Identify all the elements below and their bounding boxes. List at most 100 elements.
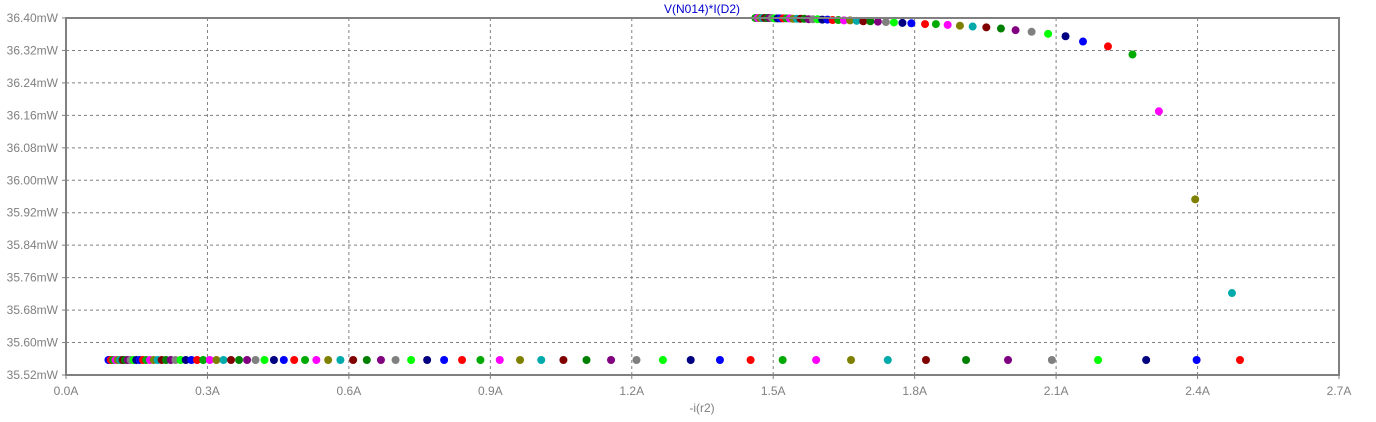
x-tick-label: 0.6A — [337, 384, 362, 398]
y-tick-label: 35.68mW — [7, 303, 59, 317]
x-tick-label: 1.2A — [619, 384, 644, 398]
data-point — [559, 355, 568, 364]
data-point — [859, 17, 868, 26]
data-point — [312, 355, 321, 364]
data-point — [996, 24, 1005, 33]
data-point — [212, 355, 221, 364]
data-point — [219, 355, 228, 364]
plot-frame — [65, 17, 1340, 376]
y-tick-label: 35.84mW — [7, 238, 59, 252]
data-point — [686, 355, 695, 364]
grid-lines — [66, 18, 1339, 375]
data-point — [537, 355, 546, 364]
data-point — [336, 355, 345, 364]
data-point — [582, 355, 591, 364]
data-point — [1227, 289, 1236, 298]
chart-title: V(N014)*I(D2) — [664, 2, 740, 16]
data-point — [746, 355, 755, 364]
data-point — [279, 355, 288, 364]
y-tick-label: 36.32mW — [7, 43, 59, 57]
data-point — [324, 355, 333, 364]
data-point — [243, 355, 252, 364]
x-tick-label: 1.8A — [902, 384, 927, 398]
data-point — [1011, 26, 1020, 35]
data-point — [349, 355, 358, 364]
data-point — [921, 355, 930, 364]
y-tick-label: 35.60mW — [7, 336, 59, 350]
data-point — [883, 355, 892, 364]
data-point — [982, 23, 991, 32]
data-point — [968, 22, 977, 31]
data-point — [943, 20, 952, 29]
data-point — [199, 355, 208, 364]
data-point — [1142, 355, 1151, 364]
data-point — [962, 355, 971, 364]
y-tick-label: 36.08mW — [7, 141, 59, 155]
data-point — [658, 355, 667, 364]
data-point — [1047, 355, 1056, 364]
data-point — [812, 355, 821, 364]
data-point — [1154, 107, 1163, 116]
data-point — [227, 355, 236, 364]
axis-ticks: 0.0A 0.3A 0.6A 0.9A 1.2A 1.5A 1.8A 2.1A 2.4A 2.7A… — [7, 11, 1352, 398]
data-point — [1044, 29, 1053, 38]
data-point — [1004, 355, 1013, 364]
data-point — [1235, 355, 1244, 364]
y-tick-label: 35.92mW — [7, 206, 59, 220]
data-point — [423, 355, 432, 364]
y-tick-label: 36.16mW — [7, 108, 59, 122]
data-point — [898, 18, 907, 27]
y-tick-label: 35.76mW — [7, 271, 59, 285]
data-point — [778, 355, 787, 364]
data-point — [440, 355, 449, 364]
data-point — [907, 19, 916, 28]
x-tick-label: 0.3A — [195, 384, 220, 398]
x-tick-label: 2.4A — [1185, 384, 1210, 398]
data-point — [881, 18, 890, 27]
data-point — [187, 355, 196, 364]
data-point — [889, 18, 898, 27]
y-tick-label: 36.24mW — [7, 76, 59, 90]
data-point — [1061, 32, 1070, 41]
data-points — [104, 14, 1244, 364]
data-point — [921, 20, 930, 29]
data-point — [1027, 27, 1036, 36]
data-point — [495, 355, 504, 364]
data-point — [847, 355, 856, 364]
data-point — [301, 355, 310, 364]
data-point — [607, 355, 616, 364]
x-tick-label: 0.9A — [478, 384, 503, 398]
y-tick-label: 36.00mW — [7, 173, 59, 187]
x-tick-label: 2.1A — [1044, 384, 1069, 398]
data-point — [205, 355, 214, 364]
data-point — [1094, 355, 1103, 364]
data-point — [251, 355, 260, 364]
x-tick-label: 2.7A — [1327, 384, 1352, 398]
data-point — [516, 355, 525, 364]
data-point — [269, 355, 278, 364]
data-point — [362, 355, 371, 364]
x-tick-label: 1.5A — [761, 384, 786, 398]
data-point — [290, 355, 299, 364]
data-point — [1192, 355, 1201, 364]
data-point — [866, 17, 875, 26]
data-point — [458, 355, 467, 364]
data-point — [376, 355, 385, 364]
data-point — [873, 17, 882, 26]
data-point — [931, 20, 940, 29]
data-point — [181, 355, 190, 364]
data-point — [407, 355, 416, 364]
x-tick-label: 0.0A — [54, 384, 79, 398]
data-point — [476, 355, 485, 364]
data-point — [632, 355, 641, 364]
data-point — [391, 355, 400, 364]
data-point — [260, 355, 269, 364]
data-point — [235, 355, 244, 364]
data-point — [1191, 195, 1200, 204]
y-tick-label: 35.52mW — [7, 368, 59, 382]
data-point — [1103, 42, 1112, 51]
data-point — [955, 21, 964, 30]
data-point — [715, 355, 724, 364]
data-point — [1128, 50, 1137, 59]
